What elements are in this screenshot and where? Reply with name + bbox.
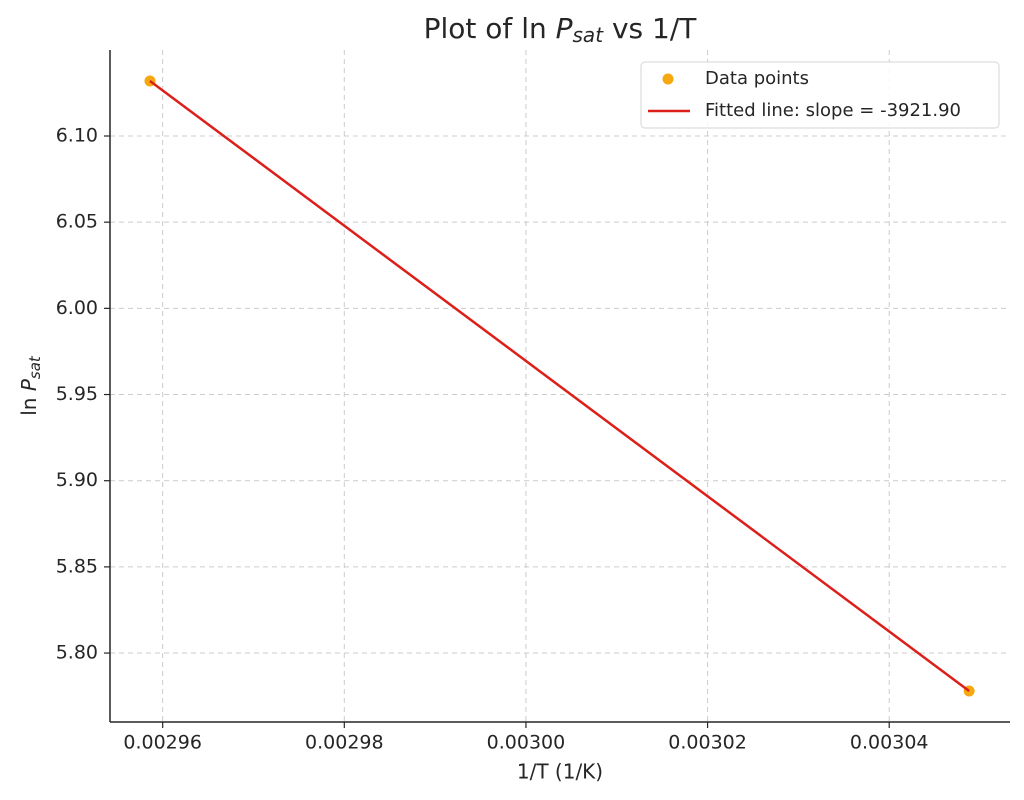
y-axis-label: ln Psat: [17, 355, 44, 416]
y-tick-label: 5.80: [56, 642, 98, 664]
y-label-symbol: P: [17, 378, 41, 391]
legend-label: Fitted line: slope = -3921.90: [705, 100, 961, 121]
y-tick-label: 5.90: [56, 469, 98, 491]
x-tick-label: 0.00304: [850, 732, 929, 754]
x-tick-label: 0.00300: [487, 732, 566, 754]
y-tick-label: 6.00: [56, 297, 98, 319]
legend-box: [640, 61, 1000, 129]
fitted-line: [149, 80, 970, 692]
y-tick-label: 6.10: [56, 125, 98, 147]
y-tick-label: 5.85: [56, 555, 98, 577]
x-tick-label: 0.00296: [123, 732, 202, 754]
y-label-text: ln: [17, 391, 41, 416]
title-symbol: P: [556, 12, 573, 45]
x-tick-label: 0.00302: [668, 732, 747, 754]
x-tick-label: 0.00298: [305, 732, 384, 754]
chart-title: Plot of ln Psat vs 1/T: [424, 12, 698, 47]
x-axis-label: 1/T (1/K): [517, 760, 603, 784]
title-subscript: sat: [573, 23, 605, 47]
y-label-subscript: sat: [26, 355, 44, 379]
title-text: vs 1/T: [603, 12, 697, 45]
legend-label: Data points: [705, 68, 809, 89]
y-tick-label: 6.05: [56, 211, 98, 233]
y-tick-label: 5.95: [56, 383, 98, 405]
legend-marker: [662, 73, 674, 85]
title-text: Plot of ln: [424, 12, 556, 45]
